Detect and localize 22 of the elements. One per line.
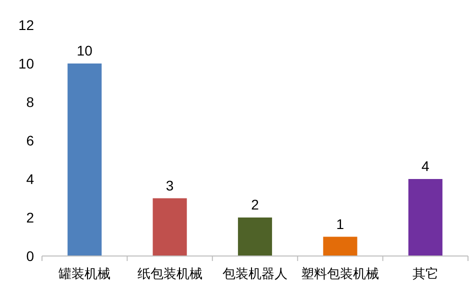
bar — [68, 64, 102, 256]
data-label: 2 — [251, 196, 260, 212]
bar — [238, 218, 272, 256]
y-tick-label: 6 — [26, 132, 34, 148]
x-tick-label: 纸包装机械 — [137, 266, 202, 281]
bar — [408, 179, 442, 256]
x-tick-label: 包装机器人 — [222, 266, 288, 281]
bar — [152, 198, 187, 256]
data-label: 10 — [76, 42, 93, 58]
y-tick-label: 10 — [18, 56, 34, 72]
x-tick-label: 其它 — [412, 266, 438, 281]
data-label: 4 — [422, 158, 430, 174]
data-label: 1 — [336, 216, 344, 232]
y-tick-label: 12 — [18, 17, 34, 33]
y-tick-label: 2 — [26, 210, 34, 226]
data-label: 3 — [166, 177, 174, 194]
bar — [323, 236, 358, 256]
y-tick-label: 4 — [26, 171, 34, 187]
x-tick-label: 罐装机械 — [58, 266, 111, 281]
x-tick-label: 塑料包装机械 — [301, 266, 380, 281]
y-tick-label: 8 — [26, 94, 34, 110]
y-tick-label: 0 — [26, 248, 34, 264]
